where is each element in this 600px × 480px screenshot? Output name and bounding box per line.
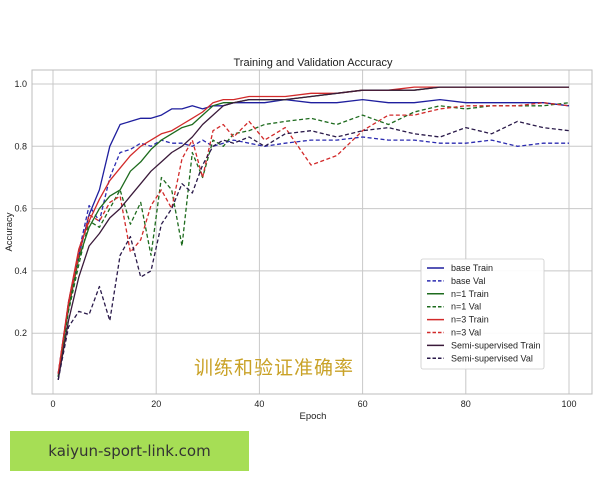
series-line: [57, 102, 570, 377]
x-axis-ticks: 0 20 40 60 80 100: [50, 399, 576, 409]
watermark-text: kaiyun-sport-link.com: [48, 442, 211, 460]
y-tick-label: 0.4: [14, 266, 27, 276]
legend-label: base Train: [451, 263, 493, 273]
series-line: [57, 102, 570, 374]
x-tick-label: 0: [50, 399, 55, 409]
watermark-banner: kaiyun-sport-link.com: [10, 431, 249, 471]
legend-label: n=1 Val: [451, 302, 481, 312]
y-axis-label: Accuracy: [4, 212, 15, 251]
legend-label: n=3 Val: [451, 328, 481, 338]
x-tick-label: 20: [151, 399, 161, 409]
data-series: [57, 86, 570, 381]
y-tick-label: 0.8: [14, 141, 27, 151]
series-line: [57, 98, 570, 377]
legend-label: Semi-supervised Train: [451, 340, 541, 350]
legend: base Train base Val n=1 Train n=1 Val n=3 Tr…: [420, 258, 545, 370]
series-line: [57, 120, 570, 381]
legend-label: n=3 Train: [451, 315, 489, 325]
series-line: [57, 86, 569, 381]
y-tick-label: 0.6: [14, 204, 27, 214]
legend-box: [420, 258, 545, 370]
y-tick-label: 1.0: [14, 79, 27, 89]
x-tick-label: 100: [561, 399, 576, 409]
legend-label: base Val: [451, 276, 485, 286]
y-axis-ticks: 0.2 0.4 0.6 0.8 1.0: [14, 79, 27, 338]
y-tick-label: 0.2: [14, 328, 27, 338]
legend-label: n=1 Train: [451, 289, 489, 299]
x-tick-label: 60: [358, 399, 368, 409]
x-tick-label: 80: [461, 399, 471, 409]
grid-lines: [32, 70, 592, 394]
series-line: [57, 136, 569, 374]
x-tick-label: 40: [254, 399, 264, 409]
x-axis-label: Epoch: [300, 411, 327, 422]
chart-title: Training and Validation Accuracy: [234, 57, 393, 69]
plot-frame: [31, 69, 593, 395]
legend-label: Semi-supervised Val: [451, 353, 533, 363]
chinese-caption: 训练和验证准确率: [194, 357, 355, 379]
